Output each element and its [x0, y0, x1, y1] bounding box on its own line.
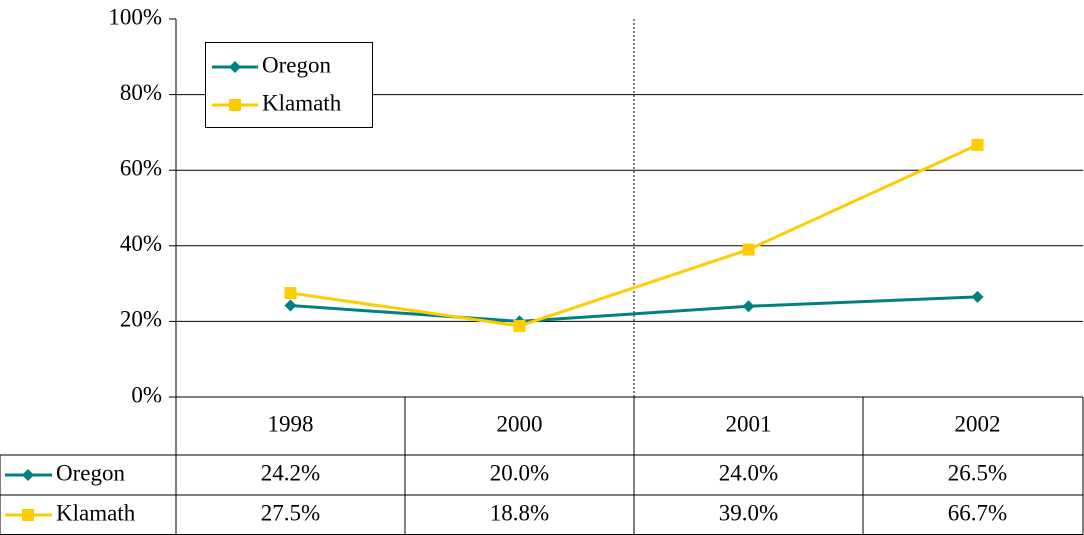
- table-value: 18.8%: [490, 500, 549, 525]
- data-point: [742, 243, 755, 256]
- y-tick-label: 0%: [131, 382, 162, 407]
- table-value: 20.0%: [490, 460, 549, 485]
- data-point: [971, 138, 984, 151]
- table-value: 26.5%: [948, 460, 1007, 485]
- data-point: [971, 290, 984, 303]
- legend-key-marker: [229, 61, 241, 73]
- y-tick-label: 100%: [108, 4, 162, 29]
- series-line: [290, 143, 979, 328]
- data-point: [284, 287, 297, 300]
- legend-label: Klamath: [262, 90, 342, 115]
- legend-label: Oregon: [262, 52, 331, 77]
- table-row-name: Oregon: [56, 460, 125, 485]
- data-point: [513, 319, 526, 332]
- y-tick-label: 80%: [120, 80, 162, 105]
- table-value: 39.0%: [719, 500, 778, 525]
- x-tick-label: 2000: [497, 411, 543, 436]
- legend-box: [205, 42, 373, 128]
- y-tick-label: 20%: [120, 307, 162, 332]
- table-row-name: Klamath: [56, 500, 136, 525]
- legend-key-marker: [229, 99, 241, 111]
- table-value: 24.2%: [261, 460, 320, 485]
- data-point: [742, 300, 755, 313]
- data-point: [284, 299, 297, 312]
- y-tick-label: 60%: [120, 155, 162, 180]
- y-tick-label: 40%: [120, 231, 162, 256]
- series-line: [290, 295, 978, 323]
- table-value: 66.7%: [948, 500, 1007, 525]
- table-key-marker: [22, 509, 34, 521]
- table-value: 27.5%: [261, 500, 320, 525]
- x-tick-label: 2002: [955, 411, 1001, 436]
- table-value: 24.0%: [719, 460, 778, 485]
- x-tick-label: 1998: [268, 411, 314, 436]
- x-tick-label: 2001: [726, 411, 772, 436]
- table-key-marker: [22, 469, 34, 481]
